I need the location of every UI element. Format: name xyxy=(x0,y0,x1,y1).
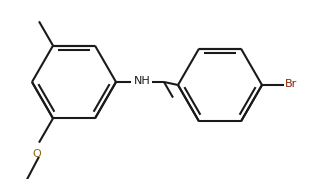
Text: O: O xyxy=(33,149,41,159)
Text: NH: NH xyxy=(134,76,151,86)
Text: Br: Br xyxy=(285,79,297,89)
